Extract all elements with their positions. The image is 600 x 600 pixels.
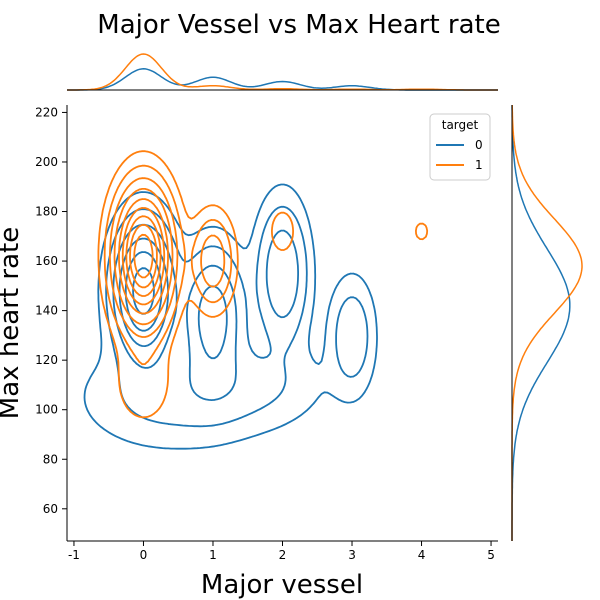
y-tick-label: 140 [35, 304, 58, 318]
top-marginal-series-0 [67, 68, 498, 91]
contour-series-1-level-9 [133, 233, 154, 279]
contour-series-1-level-1 [97, 150, 429, 419]
contours-series-1 [97, 150, 429, 419]
contour-series-1-level-2 [103, 164, 233, 366]
y-tick-label: 120 [35, 353, 58, 367]
top-marginal-series-1 [67, 53, 498, 91]
chart-title: Major Vessel vs Max Heart rate [97, 10, 500, 40]
x-tick-label: 3 [348, 548, 356, 562]
contour-series-1-level-6 [121, 207, 166, 306]
y-tick-label: 200 [35, 155, 58, 169]
top-marginal-axes [67, 53, 498, 91]
legend-label-1: 1 [475, 158, 483, 172]
x-tick-label: -1 [68, 548, 80, 562]
contour-series-1-level-8 [129, 224, 158, 289]
main-plot: -1 0 1 2 3 4 5 60 80 100 120 140 160 180 200 220 [35, 105, 498, 562]
legend-title: target [442, 118, 479, 132]
y-tick-label: 160 [35, 254, 58, 268]
y-tick-label: 100 [35, 403, 58, 417]
y-ticks: 60 80 100 120 140 160 180 200 220 [35, 105, 67, 516]
x-axis-label: Major vessel [201, 570, 363, 600]
legend-label-0: 0 [475, 138, 483, 152]
x-ticks: -1 0 1 2 3 4 5 [68, 541, 495, 562]
y-tick-label: 80 [43, 452, 58, 466]
right-marginal-series-1 [511, 105, 583, 541]
y-tick-label: 60 [43, 502, 58, 516]
y-axis-label: Max heart rate [0, 227, 25, 419]
legend-box [429, 113, 491, 181]
contour-series-1-level-7 [125, 215, 162, 297]
y-tick-label: 180 [35, 205, 58, 219]
contour-series-1-level-4 [113, 188, 174, 326]
legend: target 0 1 [429, 113, 491, 181]
x-tick-label: 1 [209, 548, 217, 562]
contour-series-0-level-1 [83, 183, 378, 450]
x-tick-label: 4 [418, 548, 426, 562]
x-tick-label: 0 [140, 548, 148, 562]
right-marginal-series-0 [511, 105, 571, 541]
contour-series-1-level-3 [109, 177, 226, 338]
y-tick-label: 220 [35, 105, 58, 119]
contour-series-1-level-5 [118, 198, 169, 315]
x-tick-label: 2 [279, 548, 287, 562]
right-marginal-axes [511, 105, 583, 541]
x-tick-label: 5 [487, 548, 495, 562]
